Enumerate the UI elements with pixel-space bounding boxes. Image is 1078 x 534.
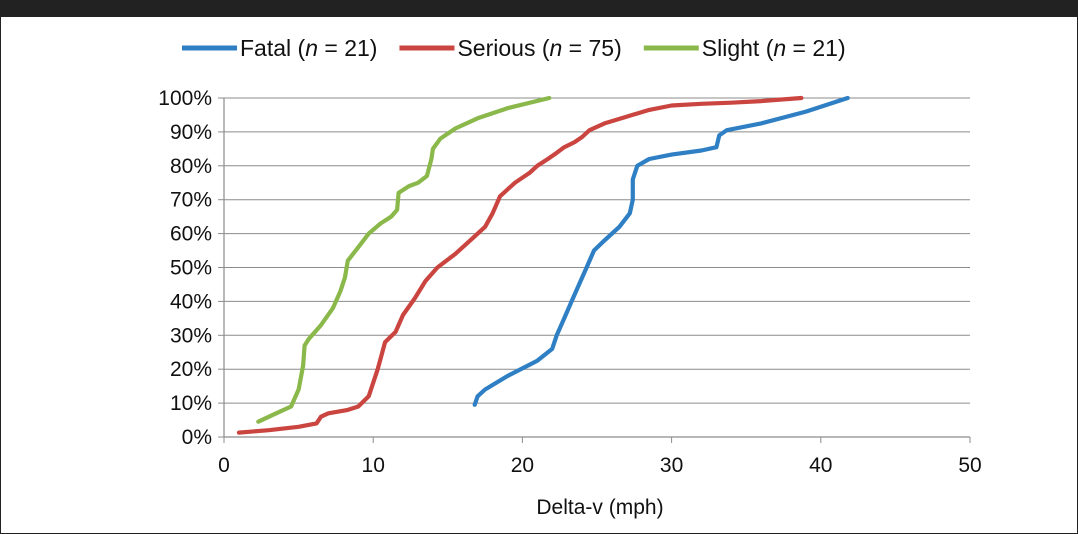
legend-item-slight: Slight (n = 21)	[643, 35, 846, 61]
series-line-serious	[236, 95, 804, 435]
legend-label-slight: Slight (n = 21)	[702, 35, 846, 61]
x-tick-label: 10	[362, 454, 385, 477]
y-tick-label: 40%	[170, 290, 212, 313]
y-tick-label: 90%	[170, 121, 212, 144]
legend-item-fatal: Fatal (n = 21)	[182, 35, 377, 61]
legend-label-serious: Serious (n = 75)	[457, 35, 621, 61]
y-tick-label: 80%	[170, 155, 212, 178]
gridlines	[218, 97, 970, 438]
y-tick-label: 100%	[158, 87, 212, 110]
series-lines	[236, 95, 850, 435]
top-bar	[0, 0, 1078, 17]
series-fatal	[472, 95, 850, 407]
y-tick-label: 70%	[170, 189, 212, 212]
series-line-slight	[256, 95, 552, 424]
x-tick-labels: 0 10 20 30 40 50	[218, 454, 982, 477]
y-tick-label: 10%	[170, 392, 212, 415]
x-axis-title: Delta-v (mph)	[536, 496, 663, 519]
series-serious	[236, 95, 804, 435]
x-tick-label: 20	[511, 454, 534, 477]
y-tick-label: 0%	[182, 426, 212, 449]
series-line-fatal	[472, 95, 850, 407]
x-tick-label: 50	[958, 454, 981, 477]
series-slight	[256, 95, 552, 424]
y-tick-label: 60%	[170, 223, 212, 246]
x-tick-label: 40	[809, 454, 832, 477]
y-tick-labels: 0% 10% 20% 30% 40% 50% 60% 70% 80% 90% 100%	[158, 87, 212, 449]
x-tick-label: 0	[218, 454, 230, 477]
legend: Fatal (n = 21) Serious (n = 75) Slight (n …	[182, 35, 846, 61]
y-tick-label: 30%	[170, 324, 212, 347]
x-tick-label: 30	[660, 454, 683, 477]
legend-label-fatal: Fatal (n = 21)	[240, 35, 377, 61]
legend-item-serious: Serious (n = 75)	[399, 35, 622, 61]
axes	[223, 98, 971, 443]
y-tick-label: 50%	[170, 257, 212, 280]
y-tick-label: 20%	[170, 358, 212, 381]
